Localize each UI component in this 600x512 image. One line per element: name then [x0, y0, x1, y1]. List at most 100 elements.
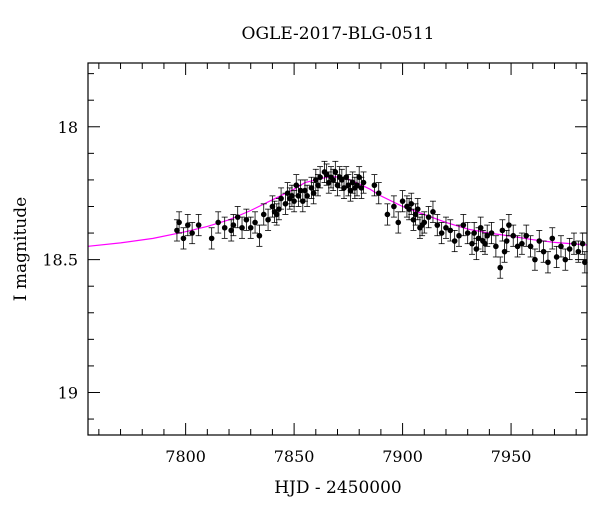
- x-tick-label: 7950: [491, 447, 532, 466]
- data-point: [310, 190, 317, 196]
- y-tick-labels: 18 18.5 19: [42, 118, 78, 403]
- data-point: [347, 187, 354, 194]
- x-tick-label: 7850: [274, 447, 315, 466]
- data-point: [527, 243, 534, 250]
- data-point: [558, 243, 564, 250]
- data-point: [484, 232, 491, 239]
- data-point: [582, 259, 588, 266]
- data-point: [571, 240, 577, 247]
- data-point: [506, 222, 512, 228]
- data-point: [412, 211, 419, 218]
- data-point: [221, 224, 228, 231]
- data-point: [532, 256, 538, 263]
- data-point: [456, 232, 462, 239]
- data-point: [304, 193, 310, 199]
- data-point: [330, 177, 336, 183]
- data-point: [230, 222, 237, 228]
- x-tick-labels: 7800 7850 7900 7950: [165, 447, 531, 466]
- data-point: [497, 264, 504, 271]
- data-point: [579, 240, 586, 247]
- data-point: [195, 222, 202, 228]
- data-point: [464, 230, 471, 236]
- data-point: [575, 248, 582, 255]
- axis-ticks: [88, 63, 587, 435]
- data-point: [239, 224, 245, 231]
- data-point: [391, 203, 397, 210]
- data-point: [354, 182, 360, 189]
- data-point: [174, 227, 180, 234]
- data-point: [414, 206, 421, 212]
- data-point: [273, 211, 280, 218]
- data-point: [313, 177, 319, 183]
- data-point: [284, 190, 291, 196]
- y-tick-label: 19: [58, 383, 78, 402]
- data-point: [488, 230, 495, 236]
- data-point: [256, 232, 263, 239]
- data-point: [176, 219, 182, 226]
- data-point: [443, 224, 449, 231]
- data-point: [332, 169, 339, 175]
- data-point: [323, 171, 330, 178]
- y-axis-label: I magnitude: [11, 197, 31, 301]
- data-point: [549, 235, 556, 242]
- data-point: [371, 182, 378, 189]
- data-point: [406, 206, 412, 212]
- data-points-layer: [173, 160, 588, 279]
- data-point: [566, 246, 573, 252]
- x-axis-label: HJD - 2450000: [274, 478, 402, 498]
- data-point: [215, 219, 221, 226]
- data-point: [247, 224, 254, 231]
- data-point: [562, 256, 569, 263]
- data-point: [438, 230, 445, 236]
- data-point: [510, 232, 517, 239]
- data-point: [399, 198, 406, 204]
- data-point: [493, 243, 499, 250]
- data-point: [482, 240, 488, 247]
- data-point: [289, 193, 295, 199]
- data-point: [523, 232, 530, 239]
- data-point: [384, 211, 391, 218]
- data-point: [234, 214, 241, 220]
- data-point: [410, 216, 417, 223]
- data-point: [295, 193, 302, 199]
- data-point: [514, 243, 521, 250]
- data-point: [358, 185, 365, 191]
- data-point: [430, 209, 436, 215]
- data-point: [339, 177, 345, 183]
- data-point: [345, 182, 352, 189]
- data-point: [334, 182, 341, 189]
- data-point: [477, 224, 484, 231]
- chart-title: OGLE-2017-BLG-0511: [242, 24, 435, 44]
- data-point: [291, 198, 297, 204]
- data-point: [326, 179, 332, 186]
- data-point: [503, 238, 510, 244]
- data-point: [243, 216, 250, 223]
- data-point: [375, 190, 382, 196]
- data-point: [252, 219, 258, 226]
- data-point: [360, 179, 367, 186]
- data-point: [308, 185, 315, 191]
- data-point: [536, 238, 543, 244]
- data-point: [451, 238, 458, 244]
- data-point: [302, 187, 308, 194]
- data-point: [425, 214, 432, 220]
- data-point: [447, 227, 454, 234]
- data-point: [471, 230, 477, 236]
- data-point: [421, 219, 428, 226]
- data-point: [460, 222, 467, 228]
- data-point: [180, 235, 187, 242]
- data-point: [189, 230, 195, 236]
- data-point: [540, 248, 547, 255]
- y-tick-label: 18.5: [42, 251, 78, 270]
- data-point: [553, 254, 560, 260]
- data-point: [519, 240, 525, 247]
- x-tick-label: 7800: [165, 447, 206, 466]
- data-point: [260, 211, 267, 218]
- data-point: [265, 216, 271, 223]
- data-point: [545, 259, 551, 266]
- data-point: [499, 227, 506, 234]
- data-point: [408, 201, 415, 207]
- data-point: [317, 174, 323, 181]
- plot-frame: [87, 62, 588, 436]
